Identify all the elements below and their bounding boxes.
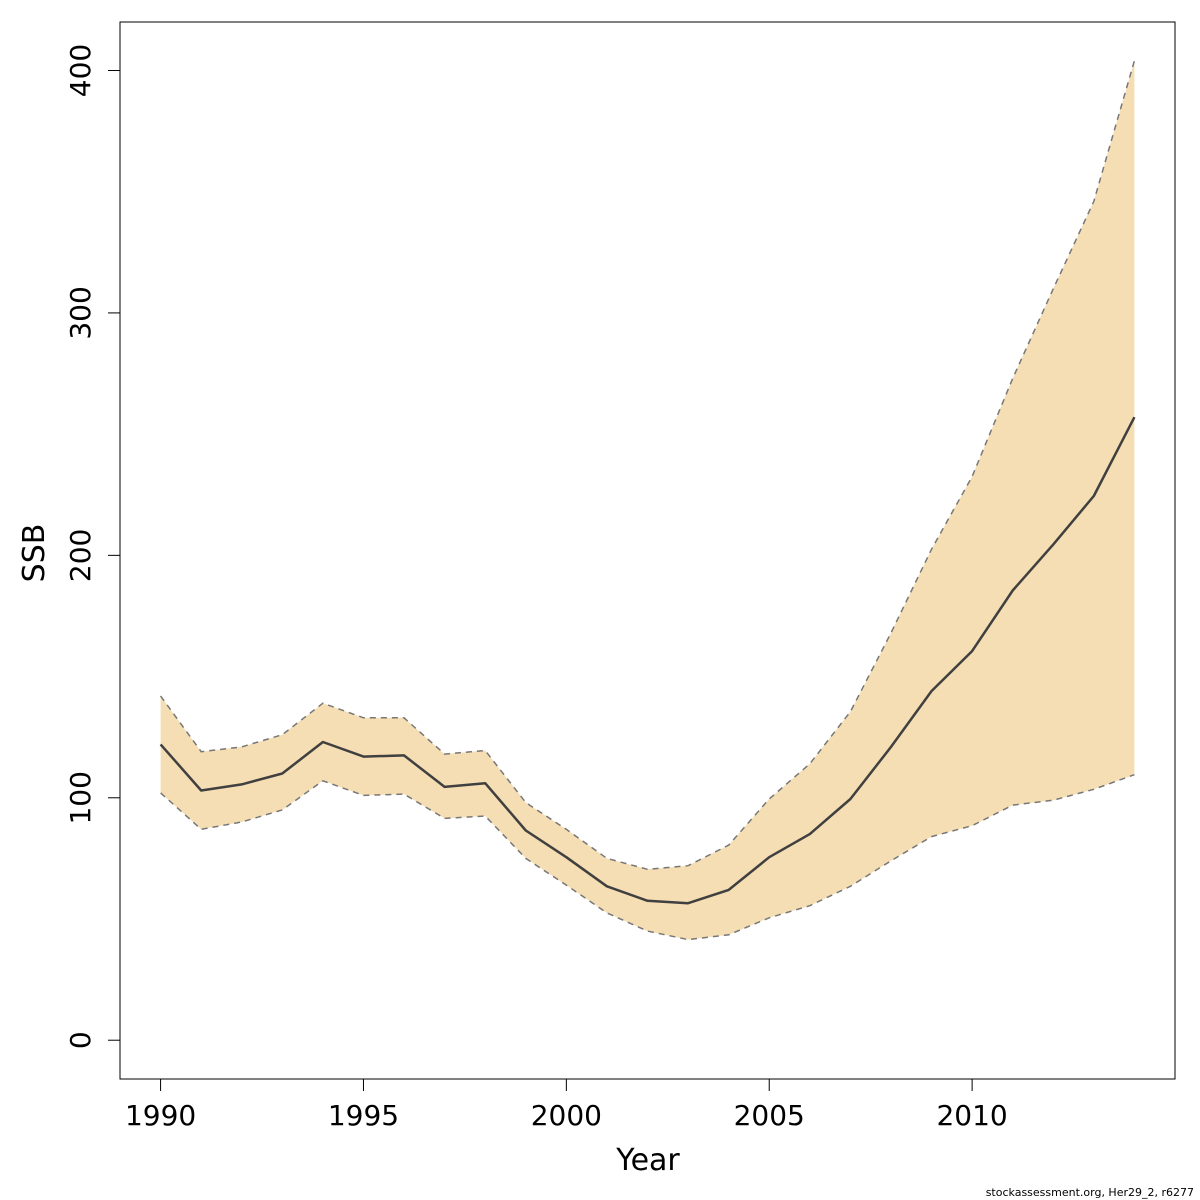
confidence-band xyxy=(160,60,1135,940)
y-tick-label: 400 xyxy=(64,44,97,97)
y-tick-label: 300 xyxy=(64,286,97,339)
lower-bound-line xyxy=(160,773,1135,941)
x-tick-label: 2000 xyxy=(531,1099,602,1132)
y-tick-label: 100 xyxy=(64,771,97,824)
confidence-band-group xyxy=(159,60,1136,941)
estimate-line-group xyxy=(159,416,1136,905)
x-axis: 1990 1995 2000 2005 2010 xyxy=(125,1078,1008,1132)
footer-note: stockassessment.org, Her29_2, r6277 xyxy=(986,1186,1194,1199)
y-tick-label: 0 xyxy=(64,1031,97,1049)
y-axis-title: SSB xyxy=(17,524,52,583)
x-tick-label: 1995 xyxy=(328,1099,399,1132)
y-tick-label: 200 xyxy=(64,529,97,582)
estimate-line xyxy=(159,416,1136,905)
x-tick-label: 1990 xyxy=(125,1099,196,1132)
upper-bound-line xyxy=(159,60,1136,871)
x-tick-label: 2005 xyxy=(734,1099,805,1132)
x-axis-title: Year xyxy=(615,1143,680,1178)
y-axis: 0 100 200 300 400 xyxy=(64,44,121,1049)
x-tick-label: 2010 xyxy=(936,1099,1007,1132)
